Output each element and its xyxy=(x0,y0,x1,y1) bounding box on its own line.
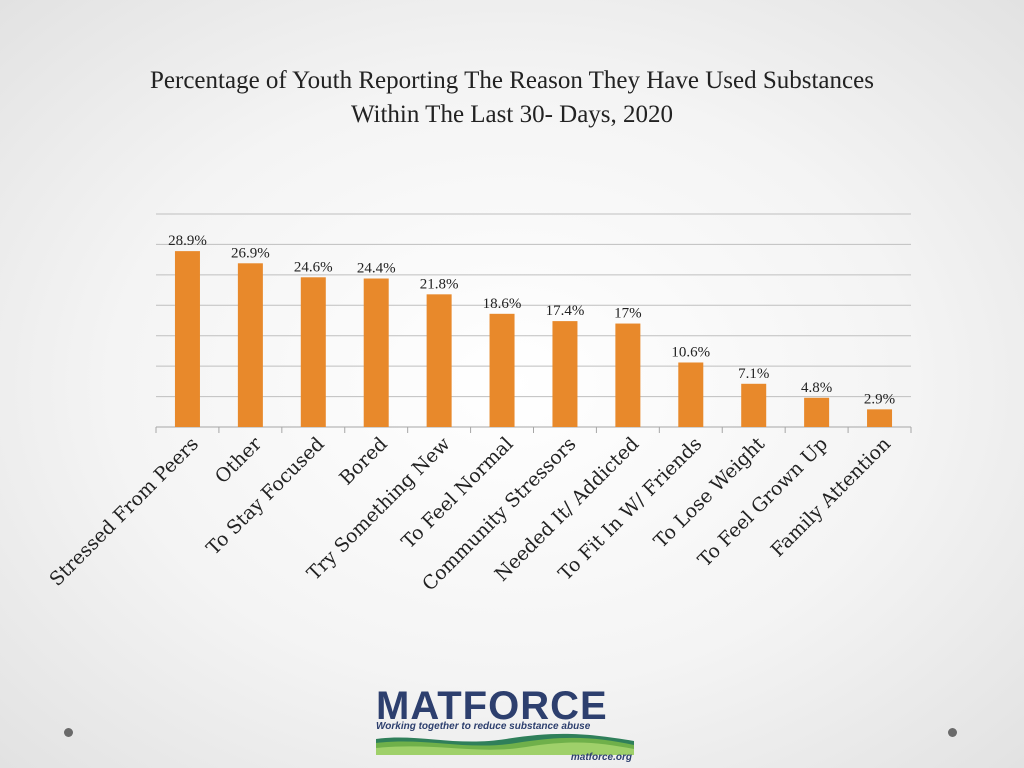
data-label: 21.8% xyxy=(420,276,459,292)
data-label: 28.9% xyxy=(168,233,207,249)
logo-wordmark: MATFORCE xyxy=(376,684,608,728)
data-label: 4.8% xyxy=(801,380,832,396)
bar xyxy=(489,313,515,427)
bar xyxy=(426,294,452,427)
data-label: 17% xyxy=(614,306,642,322)
logo-waves-icon xyxy=(376,733,634,755)
x-tick-label: Family Attention xyxy=(767,433,895,561)
bar xyxy=(552,321,578,427)
bar xyxy=(804,397,830,427)
data-label: 7.1% xyxy=(738,366,769,382)
bar xyxy=(741,383,767,427)
bar xyxy=(237,263,263,427)
x-tick-label: To Feel Normal xyxy=(397,433,517,553)
data-label: 24.6% xyxy=(294,259,333,275)
chart-title-line-1: Percentage of Youth Reporting The Reason… xyxy=(150,67,874,94)
logo-tagline: Working together to reduce substance abu… xyxy=(376,721,591,732)
x-tick-label: Stressed From Peers xyxy=(45,433,203,591)
logo-url: matforce.org xyxy=(570,752,632,763)
chart-title-line-2: Within The Last 30- Days, 2020 xyxy=(350,101,674,128)
bar xyxy=(300,277,326,427)
data-label: 2.9% xyxy=(864,391,895,407)
x-tick-label: To Stay Focused xyxy=(202,433,329,560)
x-tick-label: Other xyxy=(211,432,267,488)
bar xyxy=(867,409,893,427)
x-tick-label: To Lose Weight xyxy=(650,433,770,553)
bar xyxy=(174,251,200,427)
x-tick-label: Bored xyxy=(335,433,391,489)
bar xyxy=(615,323,641,427)
right-slide-dot-icon xyxy=(948,728,957,737)
left-slide-dot-icon xyxy=(64,728,73,737)
bar-chart: 28.9% Stressed From Peers 26.9% Other 24.6% T… xyxy=(45,213,912,595)
data-label: 26.9% xyxy=(231,245,270,261)
data-label: 10.6% xyxy=(671,344,710,360)
data-label: 24.4% xyxy=(357,261,396,277)
bar xyxy=(363,278,389,427)
matforce-logo: MATFORCE Working together to reduce subs… xyxy=(376,684,634,768)
bar xyxy=(678,362,704,427)
data-label: 18.6% xyxy=(483,296,522,312)
data-label: 17.4% xyxy=(546,303,585,319)
chart-title: Percentage of Youth Reporting The Reason… xyxy=(0,64,1024,132)
